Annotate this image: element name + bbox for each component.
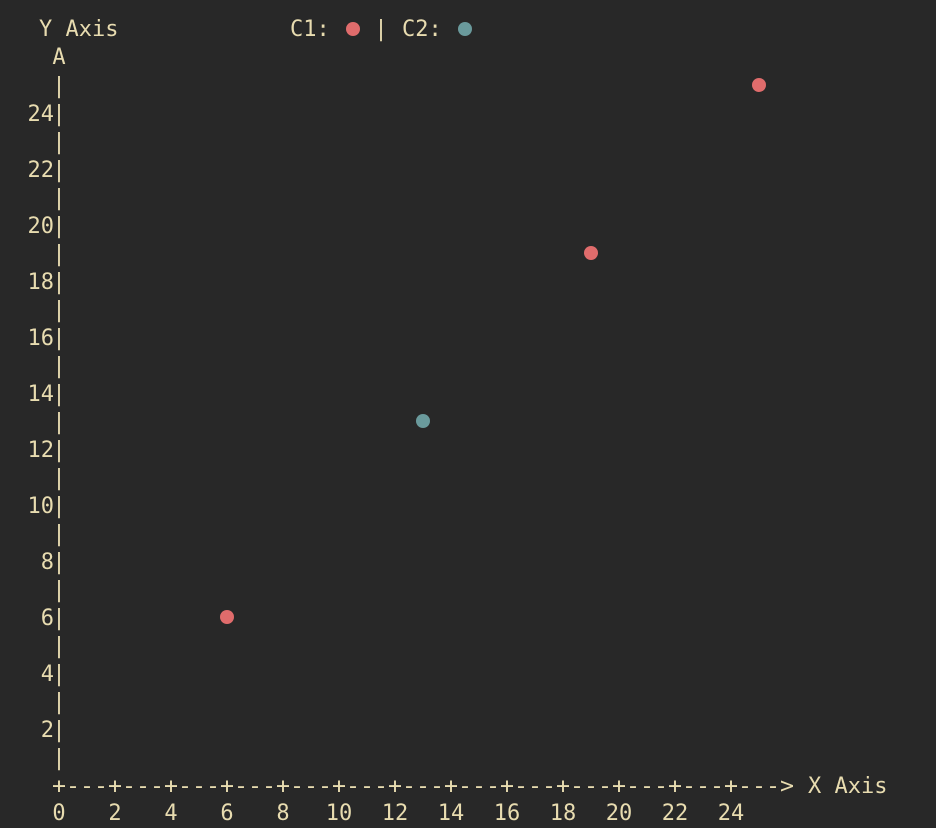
x-tick-label: 18 [550, 801, 577, 826]
legend-label-c1: C1: [290, 17, 330, 42]
y-axis-line-segment: | [52, 438, 65, 463]
y-tick-label: 14 [28, 382, 55, 407]
y-axis-line-segment: | [52, 130, 65, 155]
y-axis-line-segment: | [52, 102, 65, 127]
y-tick-label: 10 [28, 494, 55, 519]
x-tick-label: 24 [718, 801, 745, 826]
data-point-c2 [416, 414, 430, 428]
y-axis-line-segment: | [52, 354, 65, 379]
y-axis-label: Y Axis [39, 17, 118, 42]
y-axis-line-segment: | [52, 550, 65, 575]
x-tick-label: 4 [164, 801, 177, 826]
x-tick-label: 6 [220, 801, 233, 826]
legend-marker-c2 [458, 22, 472, 36]
y-axis-line-segment: | [52, 410, 65, 435]
x-axis-line: +---+---+---+---+---+---+---+---+---+---… [52, 774, 794, 799]
y-axis-line-segment: | [52, 214, 65, 239]
legend-marker-c1 [346, 22, 360, 36]
y-axis-line-segment: | [52, 606, 65, 631]
y-axis-line-segment: | [52, 326, 65, 351]
y-tick-label: 2 [41, 718, 54, 743]
x-tick-label: 2 [108, 801, 121, 826]
y-axis-line-segment: | [52, 634, 65, 659]
y-axis-line-segment: | [52, 718, 65, 743]
y-axis-line-segment: | [52, 690, 65, 715]
y-axis-line-segment: | [52, 158, 65, 183]
y-axis-line-segment: | [52, 298, 65, 323]
x-tick-label: 20 [606, 801, 633, 826]
y-tick-label: 8 [41, 550, 54, 575]
y-tick-label: 6 [41, 606, 54, 631]
data-point-c1 [220, 610, 234, 624]
y-axis-line-segment: | [52, 578, 65, 603]
y-axis-line-segment: | [52, 522, 65, 547]
y-axis-line-segment: | [52, 746, 65, 771]
legend-separator: | [374, 17, 387, 42]
legend-label-c2: C2: [402, 17, 442, 42]
x-tick-label: 0 [52, 801, 65, 826]
x-tick-label: 10 [326, 801, 353, 826]
y-tick-label: 12 [28, 438, 55, 463]
y-axis-line-segment: | [52, 270, 65, 295]
x-tick-label: 22 [662, 801, 689, 826]
y-tick-label: 16 [28, 326, 55, 351]
y-tick-label: 20 [28, 214, 55, 239]
y-tick-label: 24 [28, 102, 55, 127]
y-tick-label: 4 [41, 662, 54, 687]
x-tick-label: 8 [276, 801, 289, 826]
y-axis-line-segment: | [52, 662, 65, 687]
x-axis: +---+---+---+---+---+---+---+---+---+---… [52, 774, 887, 826]
x-axis-label: X Axis [808, 774, 887, 799]
y-axis-line-segment: | [52, 466, 65, 491]
data-point-c1 [752, 78, 766, 92]
y-axis-arrowhead: A [52, 45, 65, 70]
y-axis-line-segment: | [52, 382, 65, 407]
y-axis-line-segment: | [52, 494, 65, 519]
legend: C1: | C2: [290, 17, 472, 42]
y-axis-line-segment: | [52, 186, 65, 211]
x-tick-label: 12 [382, 801, 409, 826]
y-axis-line-segment: | [52, 74, 65, 99]
x-tick-label: 14 [438, 801, 465, 826]
data-points [220, 78, 766, 624]
y-axis-line-segment: | [52, 242, 65, 267]
y-tick-label: 18 [28, 270, 55, 295]
data-point-c1 [584, 246, 598, 260]
y-tick-label: 22 [28, 158, 55, 183]
y-axis: Y AxisA|||||||||||||||||||||||||24681012… [28, 17, 119, 771]
x-tick-label: 16 [494, 801, 521, 826]
